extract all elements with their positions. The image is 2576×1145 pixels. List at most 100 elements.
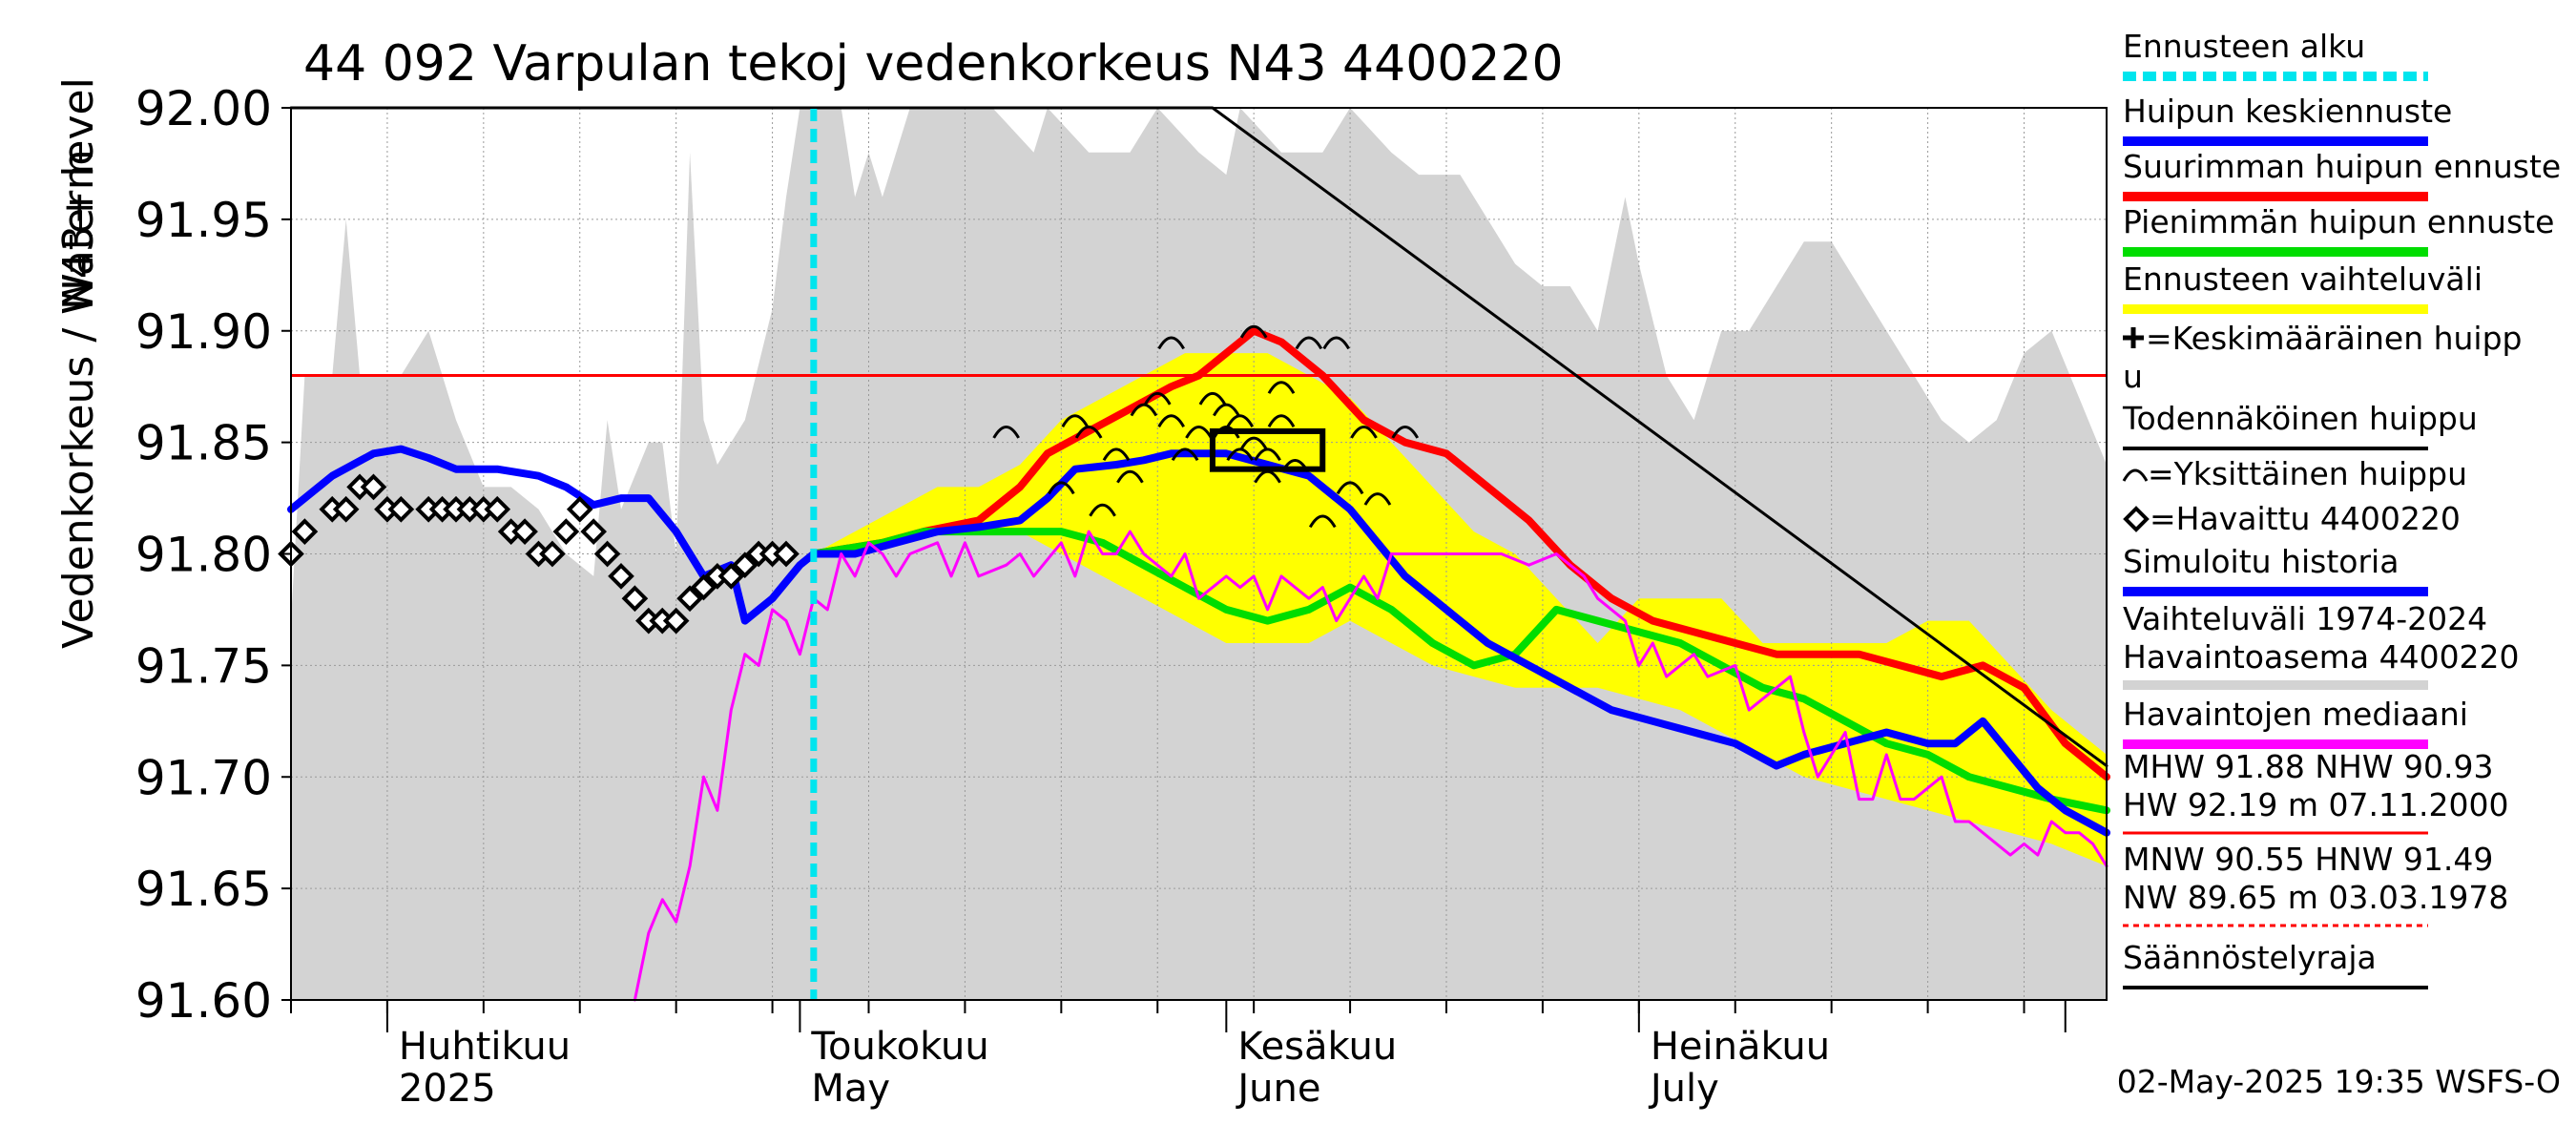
single-peak-mark: [1198, 391, 1227, 406]
y-tick-label: 91.75: [135, 638, 272, 694]
y-axis: 91.60 91.65 91.70 91.75 91.80 91.85 91.90 91.95…: [135, 81, 291, 1029]
observed-point: [332, 495, 360, 523]
series-line-havaintojen-mediaani: [633, 530, 2109, 1002]
y-axis-unit: N43+m: [54, 149, 103, 310]
single-peak-mark: [1048, 481, 1075, 495]
single-peak-mark: [1157, 414, 1185, 428]
legend-label: Säännöstelyraja: [2123, 939, 2377, 976]
y-tick-label: 91.80: [135, 528, 272, 583]
plot-area: [278, 106, 2110, 1002]
single-peak-mark: [1267, 414, 1296, 428]
probable-peak-box: [1209, 427, 1326, 472]
legend-label: =Havaittu 4400220: [2150, 500, 2461, 537]
single-peak-mark: [1213, 425, 1240, 439]
single-peak-mark: [1157, 336, 1185, 350]
observed-point: [580, 518, 607, 545]
observed-point: [731, 552, 758, 579]
single-peak-mark: [1061, 414, 1090, 428]
legend-plus-icon: [2123, 327, 2144, 348]
single-peak-mark: [1089, 503, 1116, 517]
observed-point: [387, 495, 415, 523]
legend-label: Havaintojen mediaani: [2123, 696, 2468, 733]
single-peak-mark: [1102, 448, 1131, 462]
observed-point: [662, 607, 690, 635]
single-peak-mark: [992, 425, 1020, 439]
legend-item: Todennäköinen huippu: [2122, 400, 2478, 450]
legend-label: Pienimmän huipun ennuste: [2123, 203, 2554, 240]
observed-point: [593, 540, 621, 568]
y-tick-label: 91.60: [135, 973, 272, 1029]
legend-label: =Keskimääräinen huipp: [2146, 320, 2523, 357]
legend: Ennusteen alku Huipun keskiennuste Suurimm…: [2122, 28, 2561, 989]
legend-item: Säännöstelyraja: [2123, 939, 2428, 989]
single-peak-mark: [1226, 448, 1255, 462]
single-peak-mark: [1226, 414, 1255, 428]
single-peak-mark: [1363, 492, 1392, 506]
legend-label-line2: u: [2123, 358, 2143, 395]
y-tick-label: 91.65: [135, 862, 272, 917]
single-peak-mark: [1350, 425, 1378, 439]
single-peak-mark: [1295, 336, 1323, 350]
observed-point: [608, 563, 634, 590]
x-month-label: Kesäkuu: [1237, 1025, 1397, 1069]
legend-item: Vaihteluväli 1974-2024 Havaintoasema 440…: [2123, 600, 2520, 690]
legend-label: Huipun keskiennuste: [2123, 93, 2452, 130]
single-peak-mark: [1074, 425, 1103, 439]
legend-label-line2: NW 89.65 m 03.03.1978: [2123, 879, 2508, 916]
observed-point: [717, 563, 745, 590]
footer-timestamp: 02-May-2025 19:35 WSFS-O: [2117, 1063, 2561, 1100]
single-peak-mark: [1171, 448, 1199, 462]
observed-point: [773, 540, 800, 568]
single-peak-mark: [1254, 448, 1281, 462]
single-peak-mark: [1239, 436, 1268, 450]
single-peak-mark: [1130, 403, 1158, 417]
x-month-sublabel: 2025: [399, 1067, 496, 1111]
legend-label: MHW 91.88 NHW 90.93: [2123, 748, 2493, 785]
legend-label-line2: Havaintoasema 4400220: [2123, 638, 2520, 676]
single-peak-mark: [1336, 481, 1364, 495]
y-tick-label: 91.85: [135, 416, 272, 471]
x-month-label: Huhtikuu: [399, 1025, 571, 1069]
single-peak-mark: [1391, 425, 1420, 439]
chart-title: 44 092 Varpulan tekoj vedenkorkeus N43 4…: [303, 35, 1564, 93]
series-line-pienimmän-huipun-ennuste: [809, 528, 2110, 815]
series-line-suurimman-huipun-ennuste: [809, 326, 2110, 781]
legend-item: Ennusteen vaihteluväli: [2123, 260, 2483, 314]
legend-label-line2: HW 92.19 m 07.11.2000: [2123, 786, 2508, 823]
legend-label: Ennusteen vaihteluväli: [2123, 260, 2483, 298]
observed-point: [690, 573, 717, 601]
single-peak-mark: [1116, 469, 1144, 484]
observed-point: [539, 540, 566, 568]
single-peak-mark: [1185, 425, 1213, 439]
single-peak-mark: [1267, 381, 1296, 394]
y-tick-label: 92.00: [135, 81, 272, 136]
single-peak-mark: [1143, 391, 1172, 406]
legend-label: Ennusteen alku: [2123, 28, 2365, 65]
observed-point: [621, 585, 649, 613]
y-tick-label: 91.95: [135, 193, 272, 248]
y-tick-label: 91.90: [135, 304, 272, 360]
legend-label: Simuloitu historia: [2123, 543, 2399, 580]
legend-item: =Keskimääräinen huippu: [2123, 320, 2523, 395]
legend-label: MNW 90.55 HNW 91.49: [2123, 841, 2493, 878]
single-peak-mark: [1239, 324, 1268, 339]
x-month-sublabel: June: [1235, 1067, 1320, 1111]
x-month-label: Toukokuu: [810, 1025, 988, 1069]
markers: [278, 324, 1420, 635]
y-tick-label: 91.70: [135, 750, 272, 805]
legend-arc-icon: [2122, 468, 2149, 482]
legend-label: Suurimman huipun ennuste: [2123, 148, 2561, 185]
x-month-label: Heinäkuu: [1651, 1025, 1830, 1069]
observed-point: [484, 495, 511, 523]
forecast-range-band: [813, 353, 2107, 866]
observed-point: [552, 518, 580, 545]
single-peak-mark: [1322, 336, 1350, 350]
x-month-sublabel: May: [811, 1067, 890, 1111]
legend-item: Suurimman huipun ennuste: [2123, 148, 2561, 201]
observed-point: [676, 585, 703, 613]
legend-item: =Havaittu 4400220: [2123, 500, 2461, 537]
